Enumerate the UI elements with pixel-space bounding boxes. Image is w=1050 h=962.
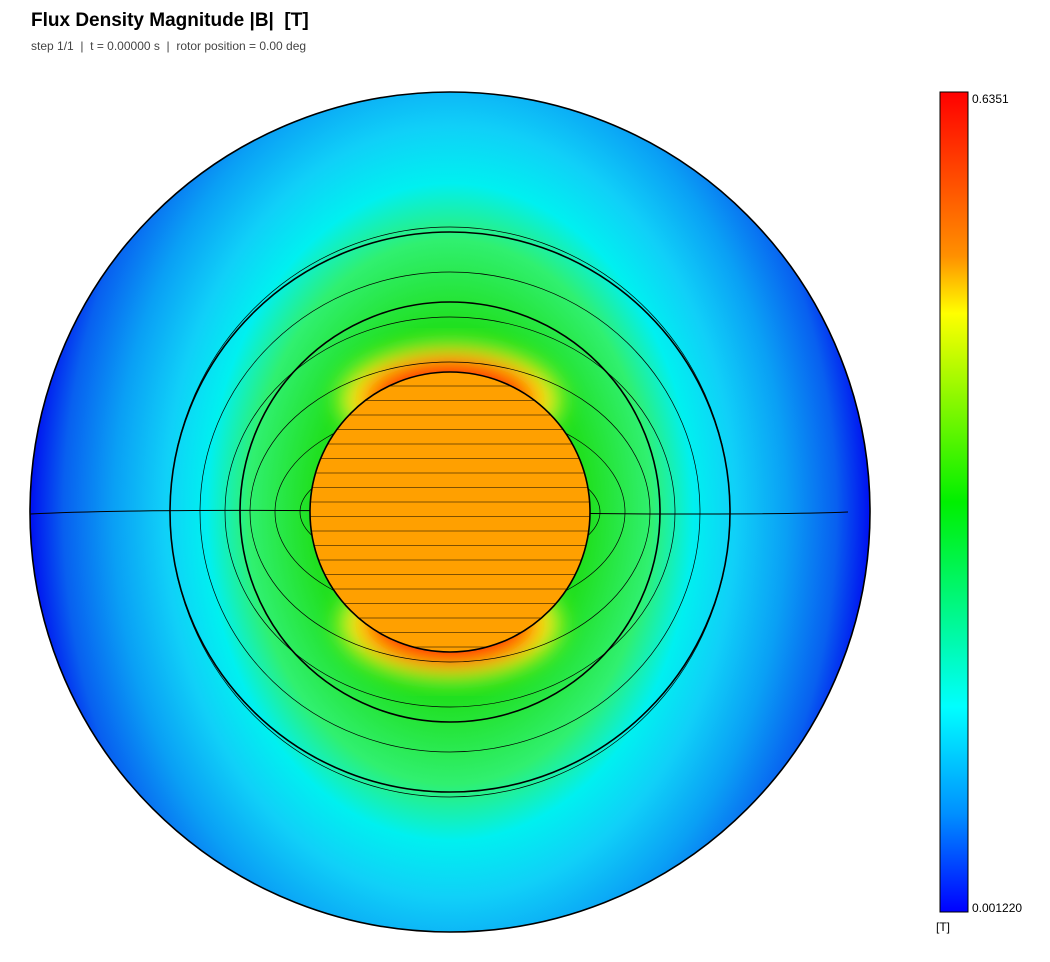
field-line (249, 361, 651, 513)
field-line (169, 511, 731, 798)
colorbar-max: 0.6351 (972, 92, 1009, 106)
rotor (310, 372, 590, 652)
field-line (199, 511, 701, 753)
field-line (169, 226, 731, 513)
colorbar-min: 0.001220 (972, 901, 1022, 915)
colorbar-unit: [T] (936, 920, 950, 934)
field-line (199, 271, 701, 513)
boundaries (29, 91, 871, 933)
title: Flux Density Magnitude |B| [T] (31, 10, 309, 31)
subtitle: step 1/1 | t = 0.00000 s | rotor positio… (31, 39, 307, 53)
colorbar (939, 91, 969, 913)
field-line (249, 511, 651, 663)
field-line (224, 316, 676, 513)
field-line (224, 511, 676, 708)
